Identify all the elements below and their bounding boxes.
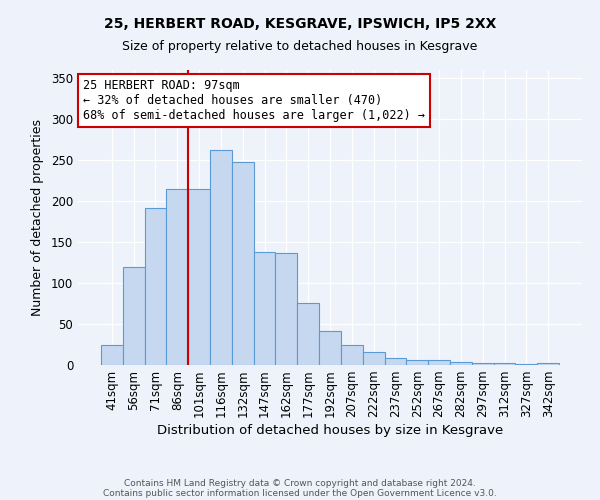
Bar [537,362,559,365]
Text: 25 HERBERT ROAD: 97sqm
← 32% of detached houses are smaller (470)
68% of semi-de: 25 HERBERT ROAD: 97sqm ← 32% of detached… [83,79,425,122]
Bar [101,344,123,365]
Text: 25, HERBERT ROAD, KESGRAVE, IPSWICH, IP5 2XX: 25, HERBERT ROAD, KESGRAVE, IPSWICH, IP5… [104,18,496,32]
Bar [363,352,385,365]
Y-axis label: Number of detached properties: Number of detached properties [31,119,44,316]
Bar [145,208,166,365]
Text: Contains HM Land Registry data © Crown copyright and database right 2024.: Contains HM Land Registry data © Crown c… [124,478,476,488]
Bar [515,364,537,365]
Text: Size of property relative to detached houses in Kesgrave: Size of property relative to detached ho… [122,40,478,53]
Bar [494,364,515,365]
Bar [406,360,428,365]
Bar [341,344,363,365]
X-axis label: Distribution of detached houses by size in Kesgrave: Distribution of detached houses by size … [157,424,503,438]
Bar [385,358,406,365]
Bar [123,266,145,365]
Bar [232,162,254,365]
Text: Contains public sector information licensed under the Open Government Licence v3: Contains public sector information licen… [103,488,497,498]
Bar [188,189,210,365]
Bar [472,362,494,365]
Bar [297,302,319,365]
Bar [319,332,341,365]
Bar [210,150,232,365]
Bar [254,252,275,365]
Bar [450,362,472,365]
Bar [275,252,297,365]
Bar [428,360,450,365]
Bar [166,189,188,365]
